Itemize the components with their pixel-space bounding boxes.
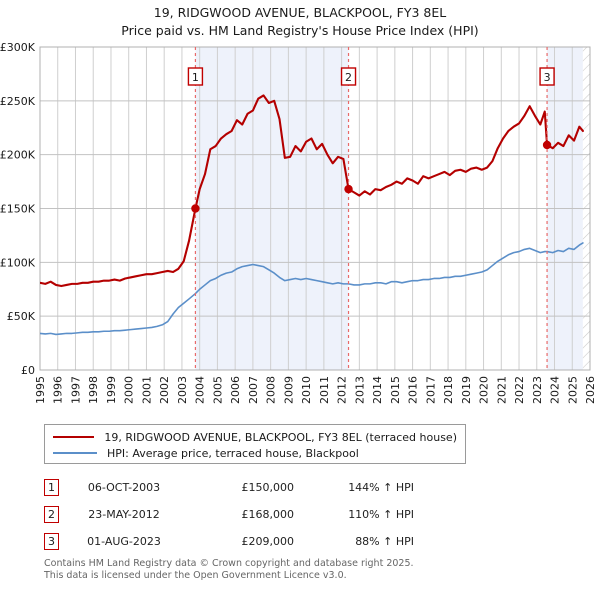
x-axis-tick-1995: 1995 — [34, 376, 47, 404]
x-axis-tick-2011: 2011 — [318, 376, 331, 404]
sale-price: £150,000 — [241, 481, 295, 494]
x-axis-tick-2000: 2000 — [123, 376, 136, 404]
sale-dot-3 — [542, 140, 552, 150]
x-axis-tick-2021: 2021 — [495, 376, 508, 404]
page-title: 19, RIDGWOOD AVENUE, BLACKPOOL, FY3 8EL — [153, 5, 447, 20]
chart-plot-area: £0 £50K £100K £150K £200K £250K £300K 1995 1996… — [0, 41, 597, 404]
sale-date: 01-AUG-2023 — [87, 535, 161, 548]
sale-price: £168,000 — [241, 508, 295, 521]
x-axis-tick-2008: 2008 — [265, 376, 278, 404]
x-axis-tick-2013: 2013 — [353, 376, 366, 404]
sale-marker-badge: 1 — [44, 479, 59, 496]
sale-price: £209,000 — [241, 535, 295, 548]
x-axis-tick-2015: 2015 — [389, 376, 402, 404]
sale-marker-badge: 2 — [44, 506, 59, 523]
x-axis-tick-1998: 1998 — [87, 376, 100, 404]
sale-hpi-delta: 88% ↑ HPI — [355, 535, 414, 548]
sale-dot-2 — [344, 184, 353, 194]
x-axis-tick-2016: 2016 — [407, 376, 420, 404]
x-axis-tick-2003: 2003 — [176, 376, 189, 404]
y-axis-tick-labels: £0 £50K £100K £150K £200K £250K £300K — [0, 41, 36, 377]
footer-copyright: Contains HM Land Registry data © Crown c… — [44, 558, 414, 569]
sale-dot-1 — [191, 204, 200, 213]
y-axis-tick-4: £200K — [0, 149, 36, 162]
sale-badge-label-1: 1 — [192, 71, 199, 84]
chart-title-block: 19, RIDGWOOD AVENUE, BLACKPOOL, FY3 8EL … — [0, 0, 600, 40]
sale-hpi-delta: 144% ↑ HPI — [348, 481, 414, 494]
y-axis-tick-5: £250K — [0, 95, 36, 108]
footer-licence: This data is licensed under the Open Gov… — [44, 569, 347, 581]
y-axis-tick-0: £0 — [21, 364, 35, 377]
table-row: 1 06-OCT-2003 £150,000 144% ↑ HPI — [44, 474, 474, 501]
sale-hpi-delta: 110% ↑ HPI — [348, 508, 414, 521]
x-axis-tick-2024: 2024 — [549, 376, 562, 404]
sale-marker-badge: 3 — [44, 533, 59, 550]
x-axis-tick-1997: 1997 — [69, 376, 82, 404]
x-axis-tick-labels: 1995 1996 1997 1998 1999 2000 2001 2002 2003 2004… — [34, 376, 597, 404]
x-axis-tick-2012: 2012 — [336, 376, 349, 404]
x-axis-tick-2026: 2026 — [584, 376, 597, 404]
legend-label-hpi: HPI: Average price, terraced house, Blac… — [107, 446, 359, 460]
x-axis-tick-2023: 2023 — [531, 376, 544, 404]
y-axis-tick-6: £300K — [0, 41, 36, 54]
x-axis-tick-2017: 2017 — [424, 376, 437, 404]
price-history-chart: £0 £50K £100K £150K £200K £250K £300K 1995 1996… — [0, 41, 597, 404]
x-axis-tick-2005: 2005 — [211, 376, 224, 404]
legend-item-hpi: HPI: Average price, terraced house, Blac… — [53, 445, 457, 461]
x-axis-tick-1999: 1999 — [105, 376, 118, 404]
plot-border — [39, 46, 591, 371]
sales-history-table: 1 06-OCT-2003 £150,000 144% ↑ HPI 2 23-MAY-20… — [44, 474, 474, 555]
footer-attribution: Contains HM Land Registry data © Crown c… — [44, 558, 564, 581]
y-axis-tick-3: £150K — [0, 203, 36, 216]
chart-legend: 19, RIDGWOOD AVENUE, BLACKPOOL, FY3 8EL … — [44, 424, 466, 464]
table-row: 2 23-MAY-2012 £168,000 110% ↑ HPI — [44, 501, 474, 528]
x-axis-tick-2025: 2025 — [566, 376, 579, 404]
legend-swatch-blue-icon — [53, 452, 97, 454]
legend-swatch-red-icon — [53, 436, 95, 438]
x-axis-tick-2009: 2009 — [282, 376, 295, 404]
x-axis-tick-2007: 2007 — [247, 376, 260, 404]
sale-marker-badges: 1 2 3 — [187, 67, 555, 86]
x-axis-tick-1996: 1996 — [52, 376, 65, 404]
x-axis-tick-2019: 2019 — [460, 376, 473, 404]
sale-badge-box-1 — [187, 67, 204, 86]
sale-badge-box-2 — [340, 67, 357, 86]
sale-badge-box-3 — [539, 67, 555, 86]
x-axis-tick-2022: 2022 — [513, 376, 526, 404]
x-axis-tick-2010: 2010 — [300, 376, 313, 404]
legend-label-property: 19, RIDGWOOD AVENUE, BLACKPOOL, FY3 8EL … — [104, 430, 457, 444]
hpi-average-line — [40, 242, 584, 336]
y-axis-tick-2: £100K — [0, 256, 36, 269]
legend-item-property: 19, RIDGWOOD AVENUE, BLACKPOOL, FY3 8EL … — [53, 429, 457, 445]
sale-point-dots — [191, 140, 552, 213]
sale-badge-label-2: 2 — [345, 71, 352, 84]
x-axis-tick-2014: 2014 — [371, 376, 384, 404]
sale-badge-label-3: 3 — [544, 71, 551, 84]
x-axis-tick-2001: 2001 — [140, 376, 153, 404]
table-row: 3 01-AUG-2023 £209,000 88% ↑ HPI — [44, 528, 474, 555]
x-axis-tick-2004: 2004 — [194, 376, 207, 404]
sale-date: 23-MAY-2012 — [88, 508, 160, 521]
sale-date: 06-OCT-2003 — [87, 481, 161, 494]
x-axis-tick-2002: 2002 — [158, 376, 171, 404]
x-axis-tick-2018: 2018 — [442, 376, 455, 404]
x-axis-tick-2006: 2006 — [229, 376, 242, 404]
y-axis-tick-1: £50K — [7, 310, 36, 323]
property-price-line — [40, 94, 584, 288]
x-axis-tick-2020: 2020 — [478, 376, 491, 404]
page-subtitle: Price paid vs. HM Land Registry's House … — [121, 23, 479, 38]
